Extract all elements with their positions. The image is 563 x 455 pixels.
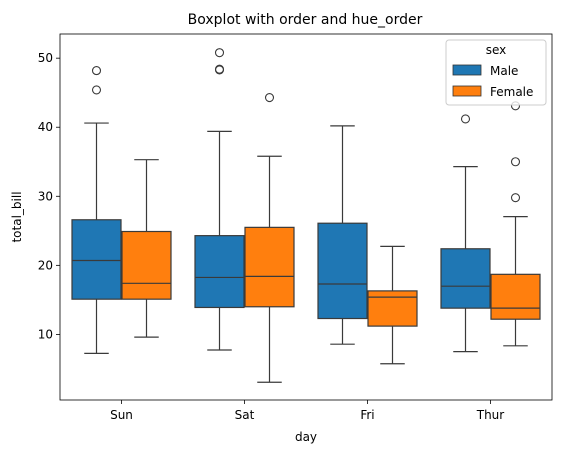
box-male-fri — [317, 222, 368, 320]
x-tick-label-thur: Thur — [476, 408, 505, 422]
y-tick-label-20: 20 — [38, 258, 53, 272]
legend-swatch-male — [452, 64, 482, 76]
y-tick-label-40: 40 — [38, 120, 53, 134]
x-tick-label-sat: Sat — [235, 408, 255, 422]
chart-title: Boxplot with order and hue_order — [188, 12, 423, 28]
x-tick-label-fri: Fri — [360, 408, 374, 422]
x-axis: Sun Sat Fri Thur — [110, 400, 504, 422]
legend-label-male: Male — [490, 64, 518, 78]
legend-swatch-female — [452, 85, 482, 97]
box-female-sat — [244, 226, 295, 308]
x-axis-label: day — [295, 430, 317, 444]
y-tick-label-30: 30 — [38, 189, 53, 203]
outlier-male-sat-2 — [214, 48, 225, 58]
outlier-male-sun-1 — [91, 66, 102, 76]
box-male-sat — [194, 235, 245, 309]
box-male-thur — [440, 248, 491, 309]
y-axis: 10 20 30 40 50 — [38, 51, 60, 341]
box-male-sun — [71, 219, 122, 300]
box-female-thur — [490, 273, 541, 320]
outlier-female-thur-0 — [510, 193, 521, 203]
outlier-male-sat-1 — [214, 64, 225, 74]
plot-frame — [59, 33, 553, 401]
box-female-fri — [367, 290, 418, 327]
outlier-male-thur-0 — [460, 114, 471, 124]
outlier-female-thur-1 — [510, 157, 521, 167]
plot-area — [71, 48, 541, 383]
legend-label-female: Female — [490, 85, 533, 99]
legend-title: sex — [486, 43, 507, 57]
y-tick-label-10: 10 — [38, 327, 53, 341]
outlier-female-sat-0 — [264, 92, 275, 103]
box-female-sun — [121, 230, 172, 300]
y-axis-label: total_bill — [10, 191, 24, 242]
legend: sex Male Female — [445, 39, 547, 106]
x-tick-label-sun: Sun — [110, 408, 133, 422]
outlier-male-sun-0 — [91, 85, 102, 95]
y-tick-label-50: 50 — [38, 51, 53, 65]
